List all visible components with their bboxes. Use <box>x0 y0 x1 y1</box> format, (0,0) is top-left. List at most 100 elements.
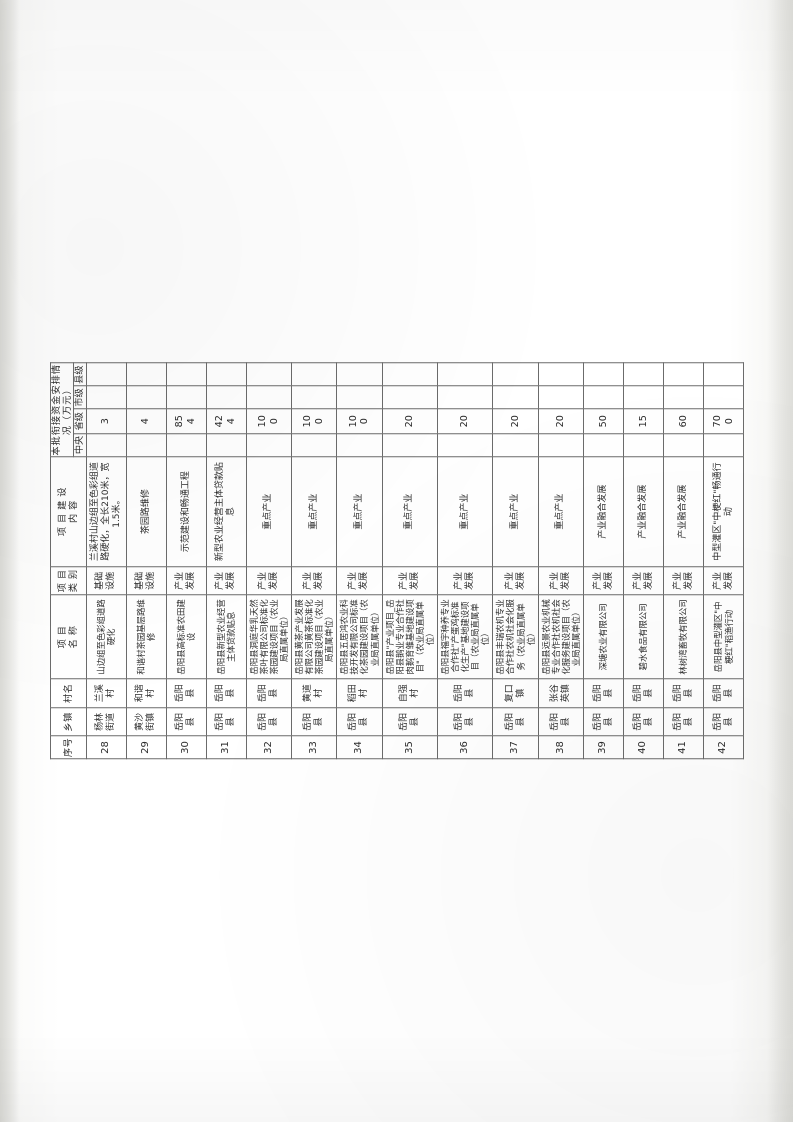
cell-project-category-text: 产业发展 <box>632 571 653 590</box>
cell-project-content: 产业融合发展 <box>663 456 703 567</box>
cell-funding-central-text <box>407 434 411 456</box>
cell-township: 岳阳县 <box>336 707 382 737</box>
cell-project-content-text: 重点产业 <box>459 493 470 530</box>
cell-project-category-text: 产业发展 <box>504 571 526 590</box>
cell-funding-county-text <box>104 364 108 386</box>
cell-funding-provincial-text: 60 <box>677 415 689 428</box>
cell-township-text: 岳阳县 <box>453 712 475 731</box>
cell-seq: 30 <box>165 736 206 759</box>
cell-funding-central <box>381 433 437 457</box>
cell-township: 岳阳县 <box>623 707 663 737</box>
cell-funding-central <box>336 433 382 457</box>
cell-township-text: 岳阳县 <box>672 712 693 731</box>
cell-project-category: 产业发展 <box>583 566 623 595</box>
cell-funding-central-text <box>463 434 467 456</box>
cell-funding-county-text <box>558 364 562 386</box>
cell-township-text: 岳阳县 <box>302 712 324 731</box>
cell-village: 岳阳县 <box>623 678 663 708</box>
cell-project-name-text: 岳阳县远景农业机械专业合作社农机社会化服务建设项目（农业局直属单位） <box>540 599 581 675</box>
cell-project-category-text: 产业发展 <box>302 571 324 590</box>
cell-project-name-text: 岳阳县丰瑞农机专业合作社农机社会化服务（农业局直属单位） <box>494 599 536 675</box>
cell-village: 岳阳县 <box>663 678 703 708</box>
col-header-township: 乡镇 <box>50 707 86 737</box>
cell-funding-municipal-text <box>641 387 645 409</box>
cell-village: 岳阳县 <box>583 678 623 708</box>
cell-funding-county <box>336 363 382 387</box>
cell-township-text: 岳阳县 <box>174 712 196 731</box>
cell-project-content-text: 兰溪村山边组至色彩组道路硬化，全长210米，宽1.5米。 <box>89 462 122 562</box>
cell-township-text: 岳阳县 <box>712 712 733 731</box>
cell-funding-municipal <box>492 386 538 409</box>
cell-project-name: 岳阳县新型农业经营主体贷款贴息 <box>205 594 246 679</box>
funding-allocation-table: 序号 乡镇 村名 项 目 名 称 项 目 类 别 项 目 建 设 内 容 <box>49 362 744 760</box>
cell-funding-provincial-text: 4 <box>139 418 151 425</box>
col-header-county: 县级 <box>73 363 86 387</box>
cell-funding-central <box>125 433 166 457</box>
cell-funding-municipal-text <box>144 387 148 409</box>
cell-funding-provincial-text: 100 <box>301 415 325 428</box>
cell-funding-provincial-text: 15 <box>637 415 649 428</box>
cell-funding-county-text <box>312 364 316 386</box>
cell-village-text: 岳阳县 <box>632 684 653 703</box>
cell-funding-central-text <box>224 434 228 456</box>
cell-funding-central-text <box>641 434 645 456</box>
cell-project-category-text: 产业发展 <box>174 571 196 590</box>
cell-funding-municipal-text <box>357 387 361 409</box>
cell-seq-text: 30 <box>179 741 191 754</box>
cell-seq: 33 <box>290 736 337 759</box>
cell-village-text: 张谷英镇 <box>549 684 571 703</box>
cell-project-content: 重点产业 <box>436 456 493 567</box>
cell-seq-text: 32 <box>262 741 274 754</box>
cell-funding-provincial-text: 100 <box>256 415 280 428</box>
cell-project-content: 重点产业 <box>381 456 437 567</box>
cell-funding-provincial-text: 100 <box>347 415 370 428</box>
cell-village-text: 黄道村 <box>302 684 324 703</box>
cell-funding-county <box>436 363 493 387</box>
cell-funding-central <box>492 433 538 457</box>
cell-funding-provincial: 20 <box>492 408 538 434</box>
cell-project-category: 产业发展 <box>537 566 583 595</box>
cell-township: 岳阳县 <box>290 707 337 737</box>
cell-township: 岳阳县 <box>381 707 437 737</box>
cell-project-category-text: 产业发展 <box>549 571 571 590</box>
cell-funding-municipal <box>205 386 246 409</box>
cell-funding-provincial: 50 <box>583 408 623 434</box>
cell-project-name: 岳阳县五居鸿农业科技开发有限公司标准化茶园建设项目（农业局直属单位） <box>336 594 382 679</box>
cell-project-content: 兰溪村山边组至色彩组道路硬化，全长210米，宽1.5米。 <box>85 456 126 567</box>
cell-project-category-text: 基础设施 <box>94 571 116 590</box>
cell-funding-provincial-text: 50 <box>597 415 609 428</box>
cell-project-category-text: 产业发展 <box>453 571 475 590</box>
cell-funding-county-text <box>407 364 411 386</box>
cell-project-category: 产业发展 <box>205 566 246 595</box>
cell-project-name-text: 和谐村茶园基层路维修 <box>135 599 156 675</box>
cell-funding-central <box>205 433 246 457</box>
cell-funding-municipal-text <box>184 387 188 409</box>
cell-village-text: 自强村 <box>398 684 420 703</box>
cell-project-name: 山边组至色彩组道路硬化 <box>85 594 126 679</box>
cell-funding-central-text <box>357 434 361 456</box>
cell-funding-county <box>663 363 703 387</box>
table-row: 29 黄沙街镇 和谐村 和谐村茶园基层路维修 基础设施 茶园路维修 4 <box>125 363 166 759</box>
cell-village: 自强村 <box>381 678 437 708</box>
cell-funding-county-text <box>224 364 228 386</box>
cell-seq-text: 41 <box>676 741 688 754</box>
cell-funding-municipal <box>703 386 743 409</box>
cell-seq-text: 42 <box>716 741 728 754</box>
cell-township: 岳阳县 <box>537 707 583 737</box>
cell-project-name-text: 岳阳县"产业项目_岳阳县鹅业专业合作社肉鹅育雏基地建设项目"（农业局直属单位） <box>384 599 435 675</box>
page-right-shadow <box>767 0 793 1122</box>
cell-village-text: 兰溪村 <box>94 684 116 703</box>
cell-project-category-text: 产业发展 <box>712 571 733 590</box>
cell-township-text: 岳阳县 <box>549 712 571 731</box>
project-category-line1: 项 目 <box>56 569 68 593</box>
cell-funding-provincial: 15 <box>623 408 663 434</box>
cell-project-content-text: 产业融合发展 <box>597 484 608 539</box>
cell-seq: 29 <box>125 736 166 759</box>
table-row: 33 岳阳县 黄道村 岳阳县黄茶产业发展有限公司黄茶标准化茶园建设项目（农业局直属单位… <box>290 363 337 759</box>
cell-village-text: 和谐村 <box>134 684 156 703</box>
cell-township: 岳阳县 <box>245 707 291 737</box>
cell-funding-central-text <box>681 434 685 456</box>
cell-village-text: 岳阳县 <box>712 684 733 703</box>
cell-funding-municipal-text <box>681 387 685 409</box>
